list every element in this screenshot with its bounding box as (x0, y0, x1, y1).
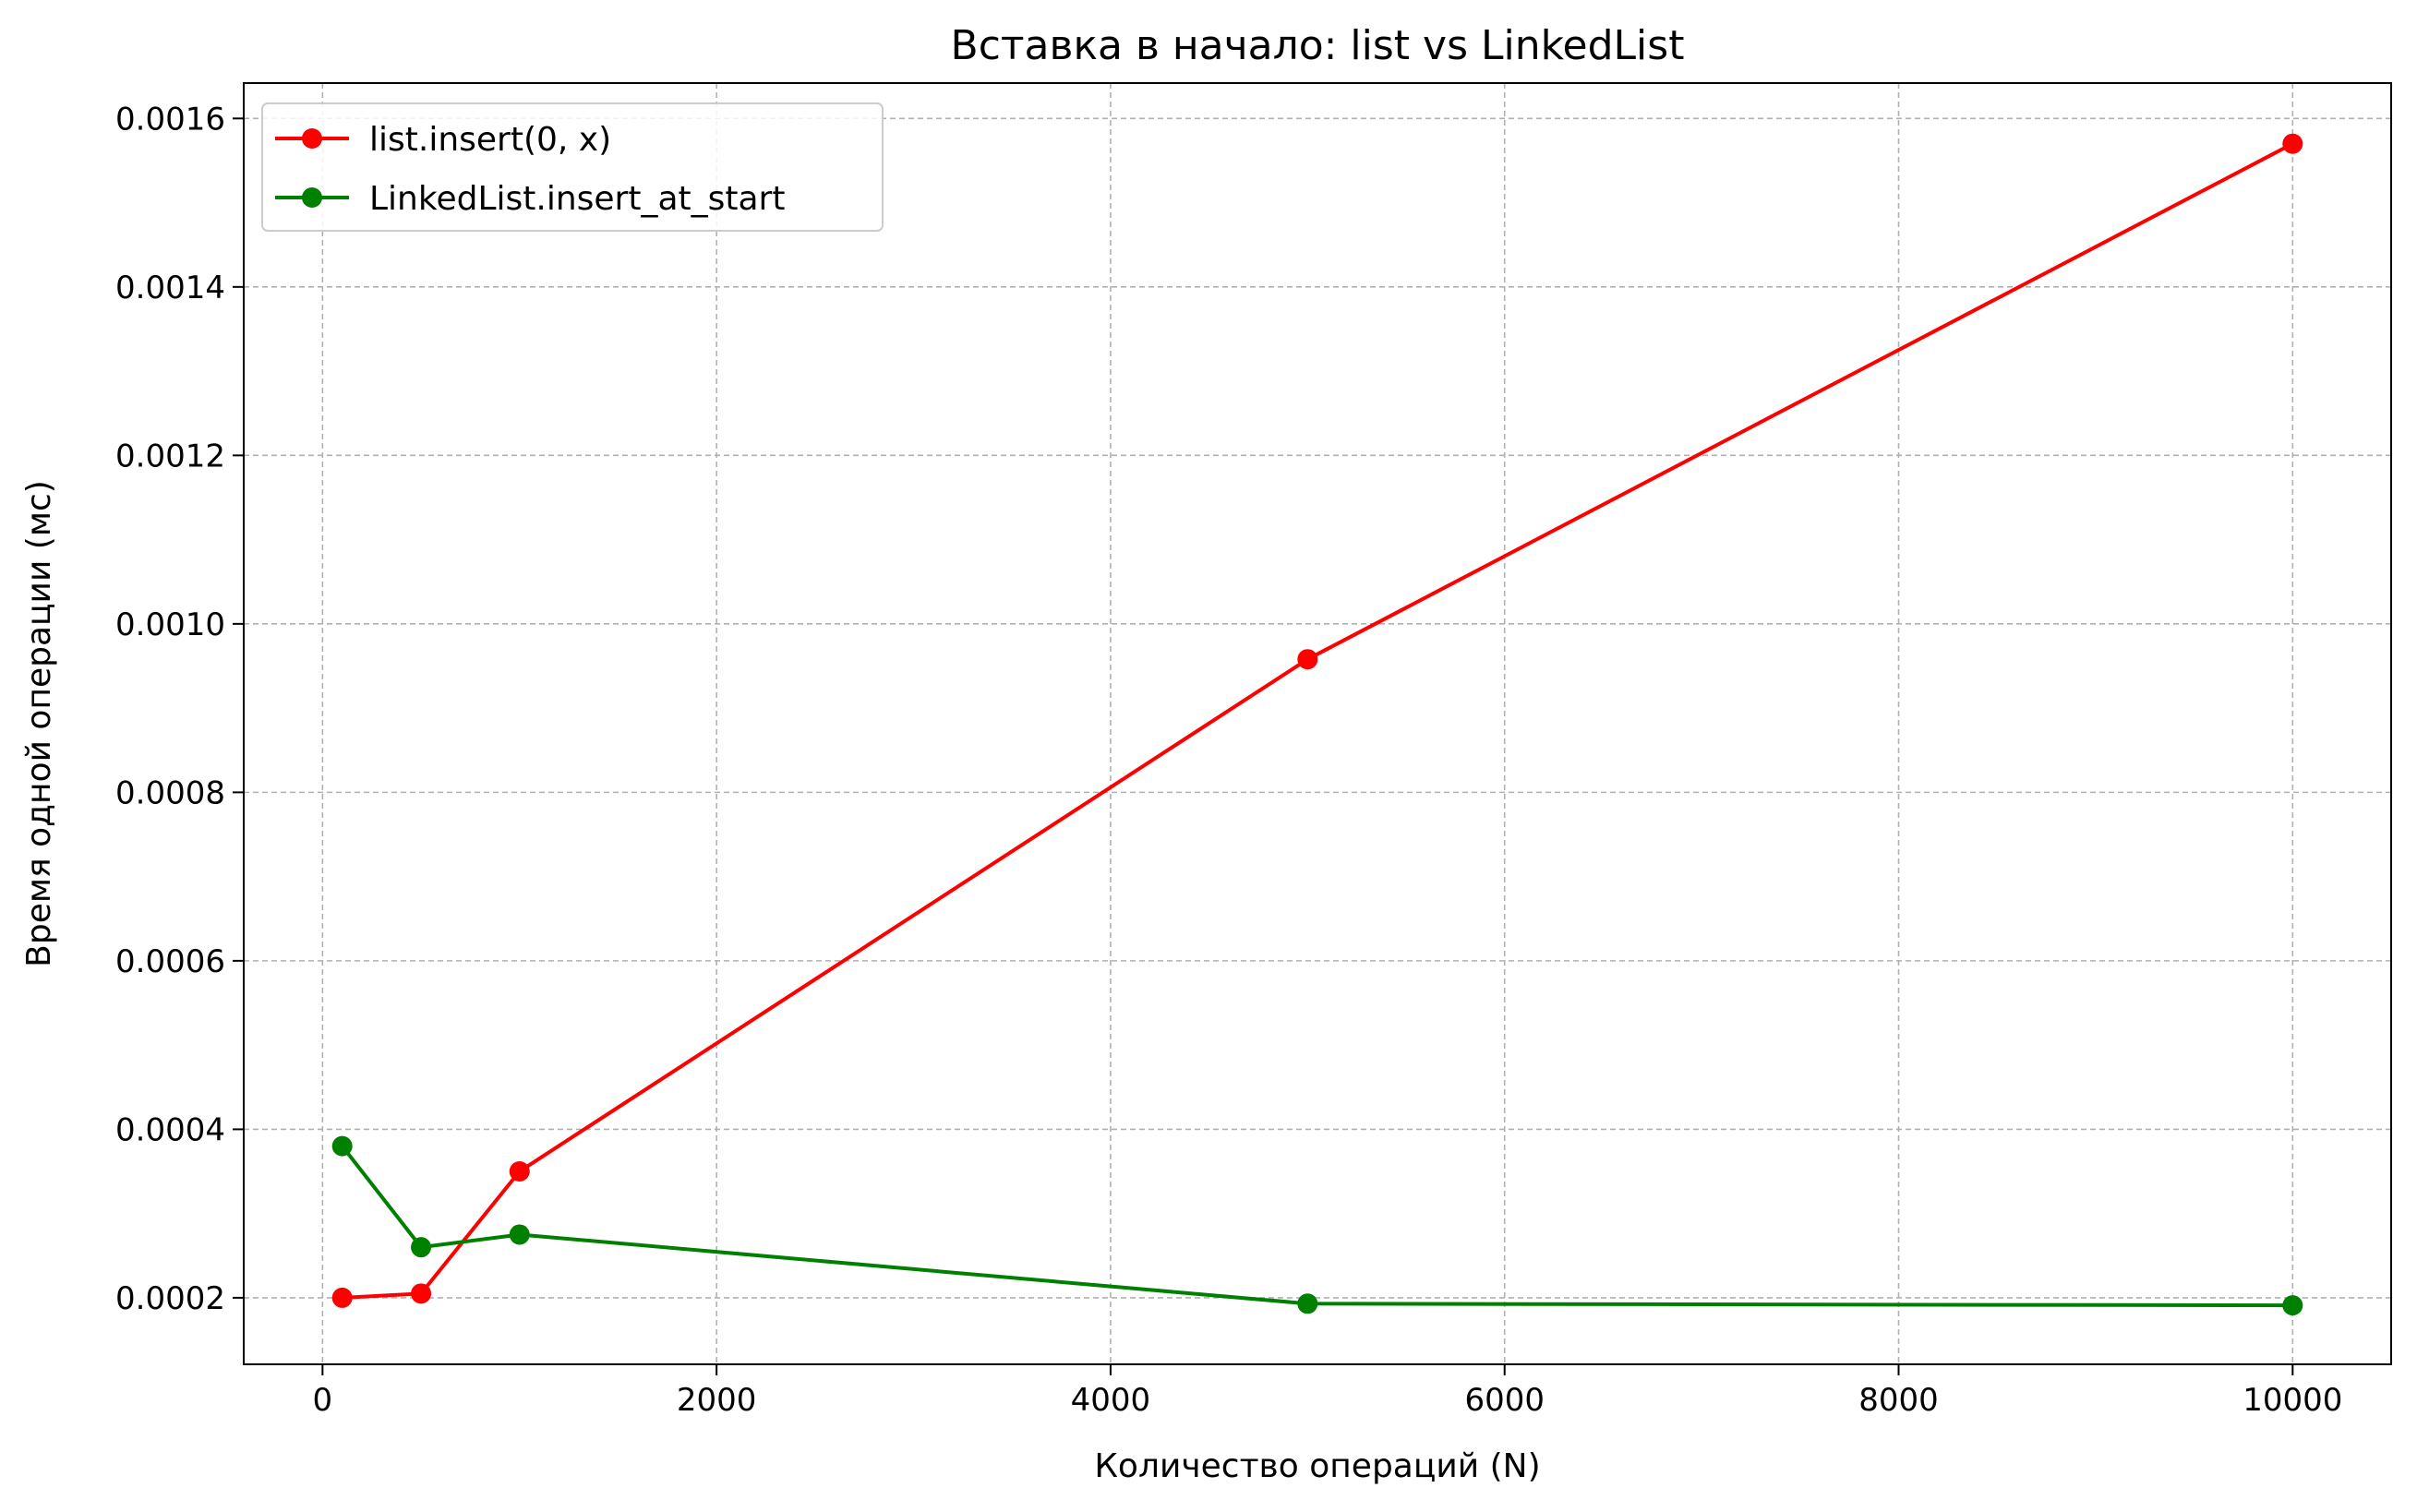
data-point (2282, 1295, 2303, 1316)
x-tick-label: 2000 (677, 1382, 757, 1419)
y-tick-label: 0.0016 (115, 101, 225, 138)
legend-marker (302, 187, 322, 208)
x-tick-label: 10000 (2243, 1382, 2342, 1419)
legend-marker (302, 128, 322, 149)
series-2 (331, 1135, 2303, 1316)
y-axis-ticks: 0.0002 0.0004 0.0006 0.0008 0.0010 0.0012 0.00… (115, 101, 244, 1317)
data-point (1297, 649, 1318, 670)
legend-box (261, 102, 884, 232)
data-point (411, 1283, 432, 1304)
plot-frame (243, 82, 2392, 1365)
data-point (509, 1161, 530, 1182)
x-tick-label: 6000 (1464, 1382, 1545, 1419)
legend-label: list.insert(0, x) (369, 121, 611, 159)
grid-lines (244, 83, 2391, 1364)
legend-label: LinkedList.insert_at_start (369, 180, 785, 218)
x-axis-label: Количество операций (N) (1094, 1447, 1540, 1485)
series-1 (331, 133, 2303, 1308)
legend-item: list.insert(0, x) (275, 121, 611, 159)
x-tick-label: 8000 (1858, 1382, 1939, 1419)
data-point (411, 1237, 432, 1258)
y-tick-label: 0.0004 (115, 1111, 225, 1148)
y-tick-label: 0.0012 (115, 438, 225, 474)
y-tick-label: 0.0014 (115, 270, 225, 306)
legend-item: LinkedList.insert_at_start (275, 180, 785, 218)
x-axis-ticks: 0 2000 4000 6000 8000 10000 (313, 1364, 2342, 1419)
data-point (331, 1287, 353, 1308)
data-point (331, 1135, 353, 1157)
data-point (509, 1224, 530, 1245)
chart-title: Вставка в начало: list vs LinkedList (951, 22, 1685, 69)
data-point (2282, 133, 2303, 154)
y-tick-label: 0.0002 (115, 1280, 225, 1317)
x-tick-label: 0 (313, 1382, 333, 1419)
legend: list.insert(0, x) LinkedList.insert_at_st… (261, 102, 884, 232)
x-tick-label: 4000 (1071, 1382, 1151, 1419)
y-tick-label: 0.0008 (115, 774, 225, 811)
y-tick-label: 0.0006 (115, 943, 225, 980)
data-point (1297, 1293, 1318, 1314)
series-group (331, 133, 2303, 1316)
y-tick-label: 0.0010 (115, 606, 225, 643)
y-axis-label: Время одной операции (мс) (20, 480, 58, 967)
